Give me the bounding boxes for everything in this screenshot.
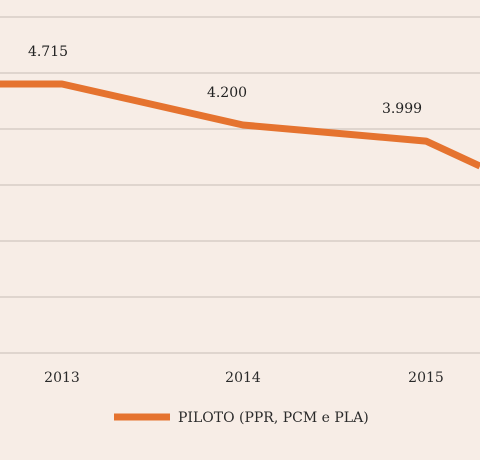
data-label: 3.999 (382, 101, 422, 117)
legend: PILOTO (PPR, PCM e PLA) (114, 410, 369, 426)
data-labels: 4.715 4.200 3.999 (28, 44, 422, 117)
legend-label: PILOTO (PPR, PCM e PLA) (178, 410, 369, 426)
x-tick-label: 2014 (225, 370, 261, 386)
x-tick-label: 2013 (44, 370, 80, 386)
x-axis-tick-labels: 2013 2014 2015 (44, 370, 444, 386)
x-tick-label: 2015 (408, 370, 444, 386)
data-label: 4.715 (28, 44, 68, 60)
data-label: 4.200 (207, 85, 247, 101)
gridlines (0, 16, 480, 354)
series-line (0, 80, 480, 170)
